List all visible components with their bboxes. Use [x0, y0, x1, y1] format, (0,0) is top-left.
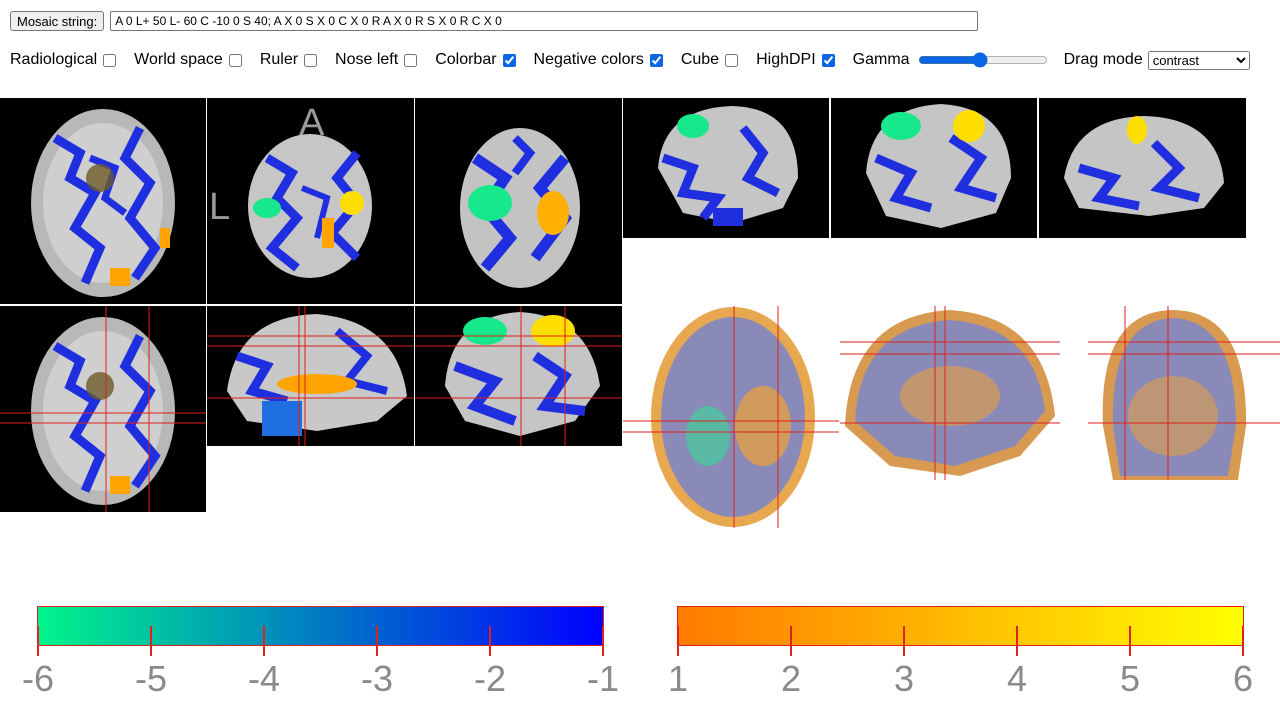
option-colorbar[interactable]: Colorbar: [435, 51, 516, 69]
ruler-checkbox[interactable]: [304, 53, 318, 67]
render-3d-axial[interactable]: [623, 306, 839, 528]
colorbar-tick-label: 6: [1232, 658, 1254, 699]
render-3d-coronal-image: [1088, 306, 1280, 480]
options-row: Radiological World space Ruler Nose left…: [10, 50, 1250, 70]
colorbar-tick: [1242, 626, 1244, 656]
colorbar-checkbox[interactable]: [502, 53, 516, 67]
colorbar-tick-label: -4: [247, 658, 281, 699]
colorbar-tick-label: 5: [1119, 658, 1141, 699]
colorbar-tick-label: 3: [893, 658, 915, 699]
option-world-space[interactable]: World space: [134, 51, 242, 69]
colorbar-tick: [376, 626, 378, 656]
option-nose-left-label: Nose left: [335, 51, 399, 68]
option-highdpi-label: HighDPI: [756, 51, 816, 68]
sagittal-slice-image: [866, 104, 1011, 228]
axial-slice-image: [460, 128, 580, 288]
option-radiological[interactable]: Radiological: [10, 51, 117, 69]
option-cube[interactable]: Cube: [680, 51, 739, 69]
colorbar-tick: [602, 626, 604, 656]
axial-slice-image: [248, 134, 372, 278]
mosaic-string-input[interactable]: [110, 11, 979, 31]
colorbar-tick-label: -2: [473, 658, 507, 699]
sagittal-slice-tile[interactable]: [623, 98, 829, 238]
colorbar-tick-label: -1: [586, 658, 620, 699]
mosaic-string-button[interactable]: Mosaic string:: [10, 11, 105, 31]
option-ruler-label: Ruler: [259, 51, 299, 68]
render-3d-coronal[interactable]: [1088, 306, 1280, 480]
option-cube-label: Cube: [680, 51, 720, 68]
drag-mode-label: Drag mode: [1063, 51, 1143, 68]
sagittal-slice-tile[interactable]: [831, 98, 1037, 238]
crosshair: [1088, 306, 1280, 480]
render-3d-axial-image: [623, 306, 839, 528]
cube-checkbox[interactable]: [725, 53, 739, 67]
colorbar-tick: [903, 626, 905, 656]
sagittal-crosshair-tile[interactable]: [207, 306, 414, 446]
colorbar-tick-label: -5: [134, 658, 168, 699]
crosshair: [415, 306, 622, 446]
colorbar-tick: [150, 626, 152, 656]
gamma-label: Gamma: [852, 51, 910, 68]
crosshair: [207, 306, 414, 446]
colorbar-tick: [1016, 626, 1018, 656]
colorbar-tick: [263, 626, 265, 656]
sagittal-slice-image: [658, 106, 798, 226]
mosaic-viewer[interactable]: A L: [0, 98, 1280, 528]
axial-slice-tile[interactable]: [415, 98, 622, 304]
option-colorbar-label: Colorbar: [435, 51, 497, 68]
negative-colorbar: [37, 606, 604, 646]
sagittal-slice-image: [1064, 116, 1224, 216]
colorbar-tick-label: 4: [1006, 658, 1028, 699]
orientation-label-left: L: [209, 186, 231, 228]
coronal-crosshair-tile[interactable]: [415, 306, 622, 446]
negative-colors-checkbox[interactable]: [649, 53, 663, 67]
colorbar-tick: [677, 626, 679, 656]
nose-left-checkbox[interactable]: [404, 53, 418, 67]
colorbar-tick-label: -3: [360, 658, 394, 699]
drag-mode-select[interactable]: contrast: [1147, 50, 1250, 70]
orientation-label-anterior: A: [299, 102, 325, 144]
sagittal-crosshair-image: [207, 306, 414, 446]
option-highdpi[interactable]: HighDPI: [756, 51, 835, 69]
option-negative-colors[interactable]: Negative colors: [534, 51, 663, 69]
crosshair: [623, 306, 839, 528]
render-3d-sagittal[interactable]: [840, 306, 1060, 480]
positive-colorbar: [677, 606, 1244, 646]
gamma-slider[interactable]: [917, 52, 1048, 68]
colorbar-tick-label: 1: [667, 658, 689, 699]
option-ruler[interactable]: Ruler: [259, 51, 318, 69]
colorbar-tick: [37, 626, 39, 656]
crosshair: [0, 306, 206, 512]
highdpi-checkbox[interactable]: [821, 53, 835, 67]
sagittal-slice-tile[interactable]: [1039, 98, 1246, 238]
colorbar-tick: [1129, 626, 1131, 656]
axial-slice-tile[interactable]: A L: [207, 98, 414, 304]
mosaic-row: Mosaic string:: [10, 11, 979, 31]
crosshair: [840, 306, 1060, 480]
render-3d-sagittal-image: [840, 306, 1060, 480]
axial-slice-image: [31, 109, 175, 297]
world-space-checkbox[interactable]: [228, 53, 242, 67]
option-world-space-label: World space: [134, 51, 223, 68]
axial-crosshair-tile[interactable]: [0, 306, 206, 512]
colorbar-tick-label: -6: [21, 658, 55, 699]
option-negative-colors-label: Negative colors: [533, 51, 644, 68]
axial-crosshair-image: [0, 306, 206, 512]
radiological-checkbox[interactable]: [103, 53, 117, 67]
colorbar-tick: [790, 626, 792, 656]
axial-slice-tile[interactable]: [0, 98, 206, 304]
colorbar-tick: [489, 626, 491, 656]
option-radiological-label: Radiological: [10, 51, 98, 68]
colorbar-tick-label: 2: [780, 658, 802, 699]
option-nose-left[interactable]: Nose left: [335, 51, 418, 69]
coronal-crosshair-image: [415, 306, 622, 446]
